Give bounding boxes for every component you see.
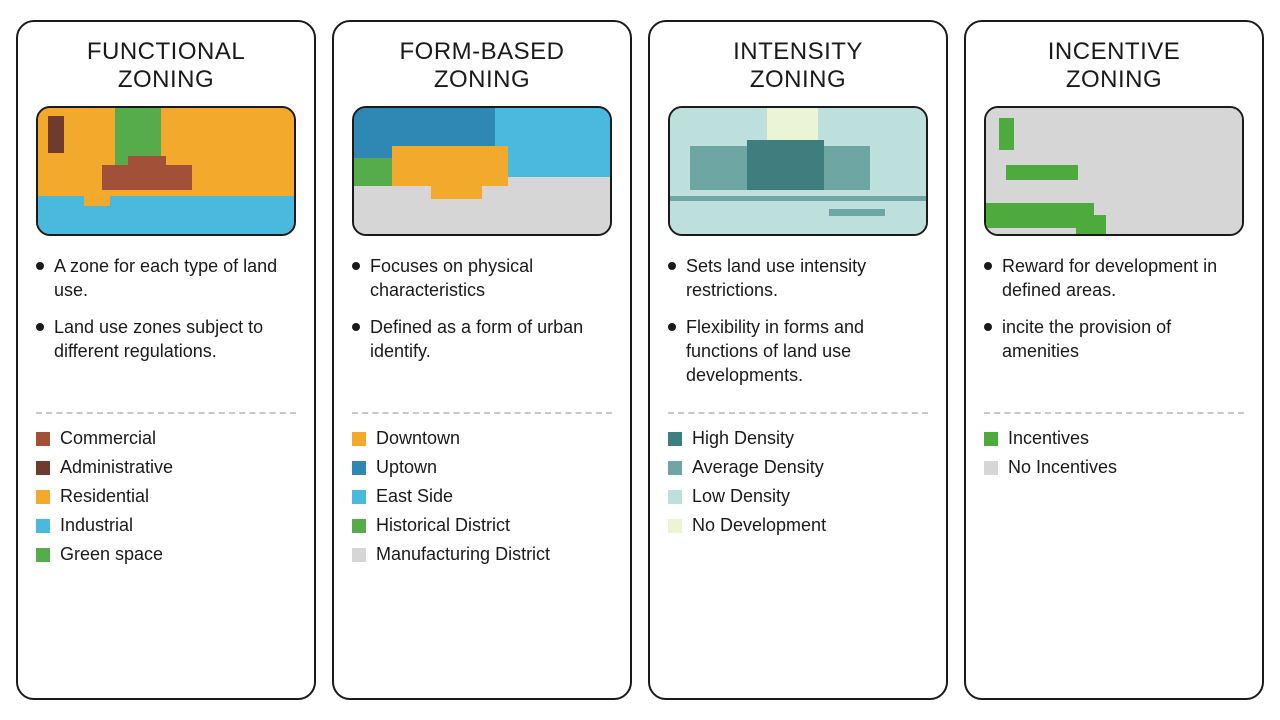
zone-block (1076, 215, 1107, 234)
swatch-icon (36, 461, 50, 475)
legend-item: Manufacturing District (352, 544, 612, 565)
legend-label: Uptown (376, 457, 437, 478)
legend-label: Downtown (376, 428, 460, 449)
legend-item: Residential (36, 486, 296, 507)
legend-label: Industrial (60, 515, 133, 536)
swatch-icon (668, 461, 682, 475)
card-functional-zoning: FUNCTIONAL ZONING A zone for each type o… (16, 20, 316, 700)
legend-label: Average Density (692, 457, 824, 478)
swatch-icon (984, 432, 998, 446)
legend-label: East Side (376, 486, 453, 507)
zone-block (48, 116, 63, 154)
zone-block (1006, 165, 1078, 180)
legend-label: Green space (60, 544, 163, 565)
legend-item: Commercial (36, 428, 296, 449)
bullet-item: Land use zones subject to different regu… (36, 315, 296, 364)
zone-illustration (984, 106, 1244, 236)
legend-list: Incentives No Incentives (984, 428, 1244, 486)
swatch-icon (668, 490, 682, 504)
bullet-item: A zone for each type of land use. (36, 254, 296, 303)
zone-block (84, 196, 110, 206)
legend-item: Green space (36, 544, 296, 565)
description-list: Reward for development in defined areas.… (984, 254, 1244, 404)
divider (352, 412, 612, 414)
legend-item: High Density (668, 428, 928, 449)
legend-item: No Incentives (984, 457, 1244, 478)
legend-label: Low Density (692, 486, 790, 507)
divider (668, 412, 928, 414)
zone-illustration (668, 106, 928, 236)
legend-item: Average Density (668, 457, 928, 478)
swatch-icon (352, 432, 366, 446)
zone-illustration (36, 106, 296, 236)
description-list: Focuses on physical characteristics Defi… (352, 254, 612, 404)
zone-block (495, 108, 610, 177)
swatch-icon (352, 519, 366, 533)
card-incentive-zoning: INCENTIVE ZONING Reward for development … (964, 20, 1264, 700)
swatch-icon (668, 432, 682, 446)
swatch-icon (668, 519, 682, 533)
legend-label: High Density (692, 428, 794, 449)
legend-item: Incentives (984, 428, 1244, 449)
bullet-item: Focuses on physical characteristics (352, 254, 612, 303)
zone-block (38, 196, 294, 234)
swatch-icon (36, 432, 50, 446)
zone-block (747, 140, 824, 190)
zone-block (128, 156, 166, 169)
zone-block (999, 118, 1014, 150)
swatch-icon (984, 461, 998, 475)
card-title: FORM-BASED ZONING (352, 38, 612, 94)
zone-illustration (352, 106, 612, 236)
swatch-icon (352, 548, 366, 562)
legend-item: No Development (668, 515, 928, 536)
legend-item: Administrative (36, 457, 296, 478)
card-title: FUNCTIONAL ZONING (36, 38, 296, 94)
bullet-item: Sets land use intensity restrictions. (668, 254, 928, 303)
legend-item: Downtown (352, 428, 612, 449)
zone-block (670, 196, 926, 201)
bullet-item: Defined as a form of urban identify. (352, 315, 612, 364)
legend-list: Commercial Administrative Residential In… (36, 428, 296, 573)
legend-item: East Side (352, 486, 612, 507)
card-title: INCENTIVE ZONING (984, 38, 1244, 94)
legend-list: High Density Average Density Low Density… (668, 428, 928, 544)
zone-block (431, 186, 482, 199)
legend-label: No Incentives (1008, 457, 1117, 478)
legend-label: Administrative (60, 457, 173, 478)
card-title: INTENSITY ZONING (668, 38, 928, 94)
legend-item: Industrial (36, 515, 296, 536)
bullet-item: incite the provision of amenities (984, 315, 1244, 364)
zone-block (392, 146, 507, 186)
description-list: Sets land use intensity restrictions. Fl… (668, 254, 928, 404)
legend-label: Incentives (1008, 428, 1089, 449)
swatch-icon (352, 490, 366, 504)
legend-item: Low Density (668, 486, 928, 507)
legend-label: Historical District (376, 515, 510, 536)
legend-item: Historical District (352, 515, 612, 536)
legend-list: Downtown Uptown East Side Historical Dis… (352, 428, 612, 573)
legend-label: Residential (60, 486, 149, 507)
divider (36, 412, 296, 414)
divider (984, 412, 1244, 414)
swatch-icon (36, 490, 50, 504)
zone-block (829, 209, 885, 217)
swatch-icon (36, 548, 50, 562)
card-form-based-zoning: FORM-BASED ZONING Focuses on physical ch… (332, 20, 632, 700)
bullet-item: Flexibility in forms and functions of la… (668, 315, 928, 388)
card-intensity-zoning: INTENSITY ZONING Sets land use intensity… (648, 20, 948, 700)
description-list: A zone for each type of land use. Land u… (36, 254, 296, 404)
legend-label: Manufacturing District (376, 544, 550, 565)
swatch-icon (36, 519, 50, 533)
bullet-item: Reward for development in defined areas. (984, 254, 1244, 303)
legend-label: No Development (692, 515, 826, 536)
legend-label: Commercial (60, 428, 156, 449)
swatch-icon (352, 461, 366, 475)
legend-item: Uptown (352, 457, 612, 478)
